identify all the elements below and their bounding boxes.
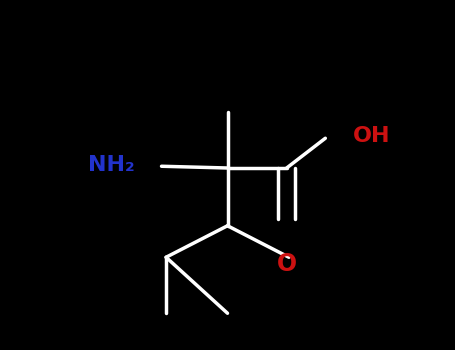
- Text: O: O: [277, 252, 297, 276]
- Text: OH: OH: [353, 126, 390, 146]
- Text: NH₂: NH₂: [88, 155, 135, 175]
